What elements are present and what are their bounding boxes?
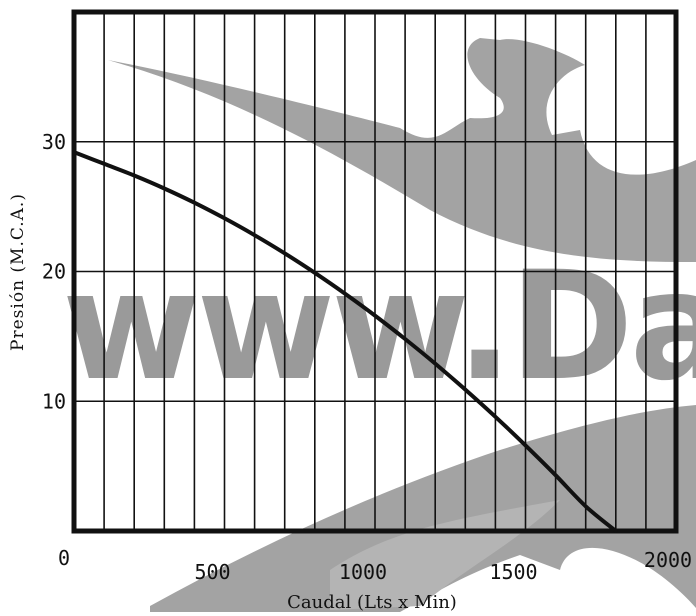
y-tick-label: 10 [42,389,66,413]
watermark-wing-upper [108,38,696,262]
y-axis-title: Presión (M.C.A.) [8,193,28,351]
x-tick-label: 1000 [339,560,387,584]
pressure-curve [72,150,618,533]
y-tick-label: 30 [42,130,66,154]
grid [74,12,676,531]
x-tick-label: 500 [194,560,230,584]
x-tick-label: 2000 [644,548,692,572]
watermark-wing-lower [150,405,696,612]
y-axis-ticks: 10 20 30 [42,130,66,414]
watermark-text: www.Da [62,240,696,414]
x-axis-title: Caudal (Lts x Min) [287,592,457,613]
x-tick-label: 1500 [489,560,537,584]
x-tick-label: 0 [58,546,70,570]
watermark-flame [330,500,560,610]
plot-frame [71,9,679,534]
watermark: www.Da [62,38,696,612]
x-axis-ticks: 0 500 1000 1500 2000 [58,546,692,584]
y-tick-label: 20 [42,260,66,284]
